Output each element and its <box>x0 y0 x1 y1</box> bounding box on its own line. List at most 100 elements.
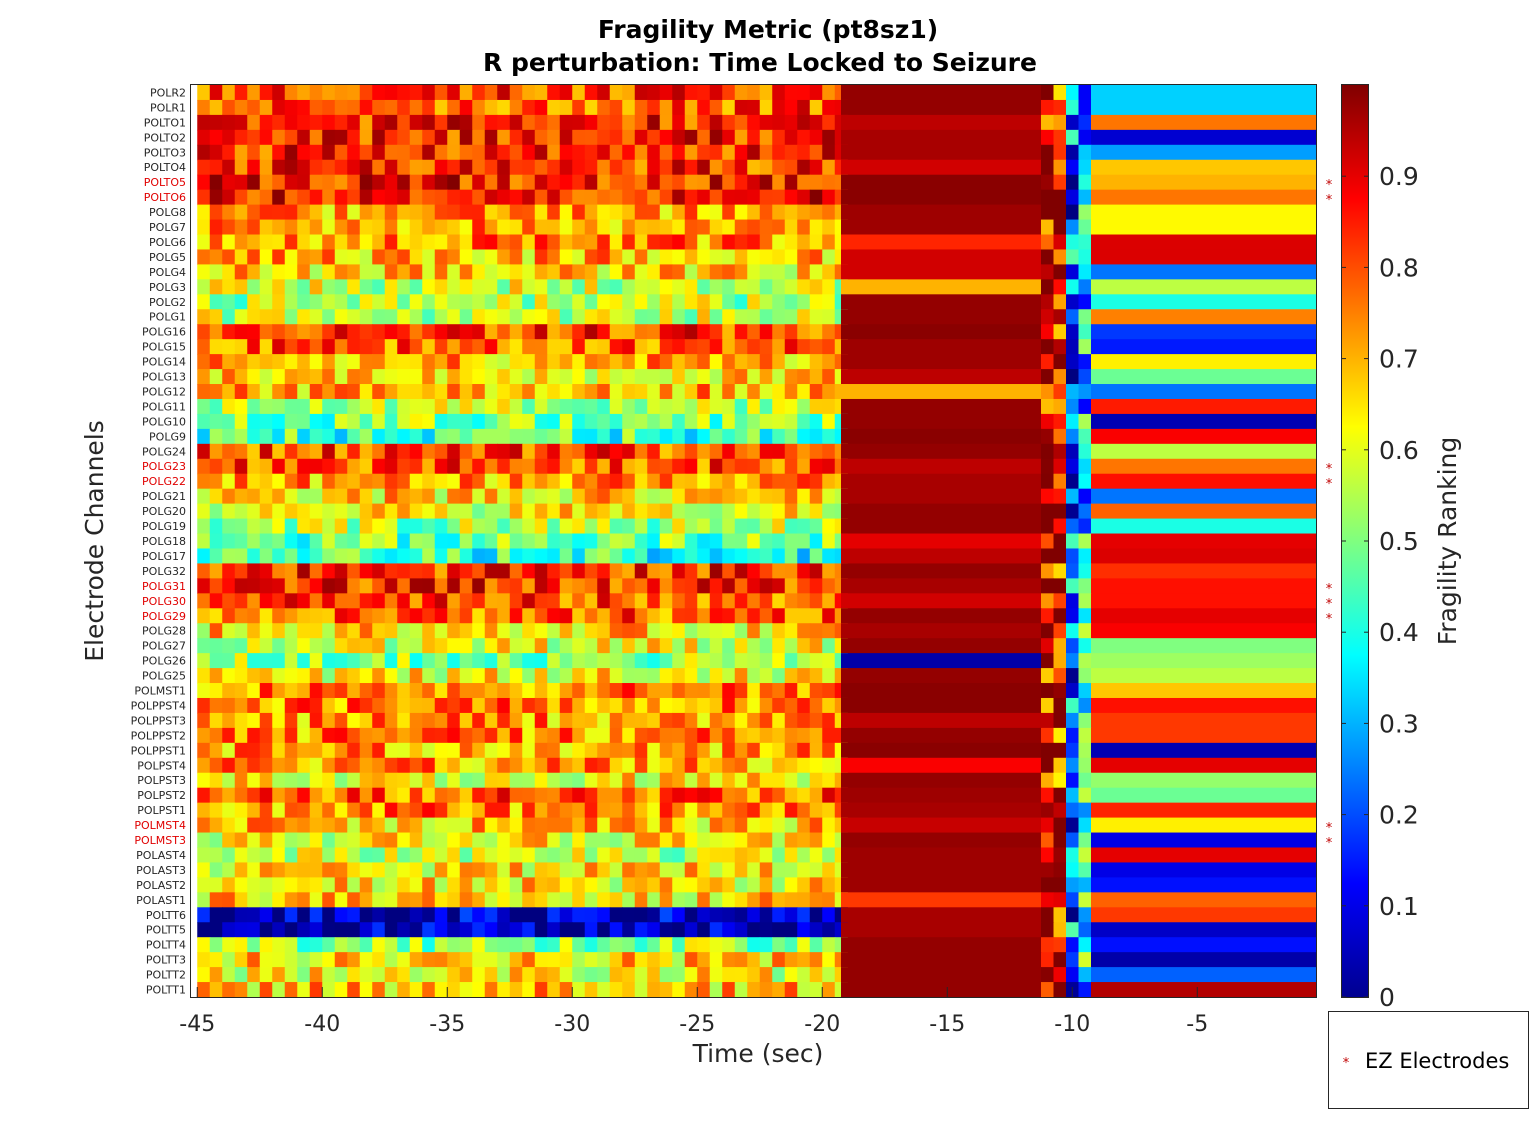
heatmap-cell <box>1066 757 1080 774</box>
heatmap-cell <box>809 204 823 221</box>
heatmap-cell <box>547 518 561 535</box>
heatmap-cell <box>222 683 236 699</box>
heatmap-cell <box>272 638 286 654</box>
heatmap-cell <box>459 189 473 206</box>
heatmap-cell <box>784 413 798 430</box>
heatmap-cell <box>234 384 248 400</box>
heatmap-cell <box>841 772 1042 789</box>
heatmap-cell <box>772 174 786 191</box>
heatmap-cell <box>347 892 361 908</box>
heatmap-cell <box>397 369 411 385</box>
heatmap-cell <box>384 189 398 206</box>
heatmap-cell <box>247 309 261 325</box>
heatmap-cell <box>359 982 373 998</box>
heatmap-cell <box>409 742 423 759</box>
heatmap-cell <box>809 339 823 355</box>
heatmap-cell <box>797 697 811 714</box>
heatmap-cell <box>497 653 511 669</box>
heatmap-cell <box>609 922 623 938</box>
heatmap-cell <box>747 967 761 983</box>
heatmap-cell <box>197 533 211 550</box>
heatmap-cell <box>272 982 286 998</box>
heatmap-cell <box>447 533 461 550</box>
heatmap-cell <box>1066 428 1080 445</box>
heatmap-cell <box>209 458 223 475</box>
y-tick-label: POLG19 <box>142 520 186 533</box>
heatmap-cell <box>222 369 236 385</box>
heatmap-cell <box>841 114 1042 131</box>
ez-marker: * <box>1326 178 1333 193</box>
heatmap-cell <box>684 503 698 520</box>
heatmap-cell <box>472 757 486 774</box>
heatmap-cell <box>534 279 548 295</box>
heatmap-cell <box>447 772 461 789</box>
heatmap-cell <box>559 772 573 789</box>
heatmap-cell <box>447 892 461 908</box>
heatmap-cell <box>459 354 473 370</box>
heatmap-cell <box>684 279 698 295</box>
heatmap-cell <box>222 294 236 310</box>
heatmap-cell <box>459 114 473 131</box>
heatmap-cell <box>659 339 673 355</box>
heatmap-cell <box>609 174 623 191</box>
heatmap-cell <box>697 982 711 998</box>
heatmap-cell <box>272 503 286 520</box>
heatmap-cell <box>434 458 448 475</box>
heatmap-cell <box>622 787 636 804</box>
heatmap-cell <box>359 877 373 893</box>
heatmap-cell <box>422 638 436 654</box>
heatmap-cell <box>459 757 473 774</box>
heatmap-cell <box>584 533 598 550</box>
y-tick-label: POLG3 <box>149 281 186 294</box>
heatmap-cell <box>272 443 286 460</box>
heatmap-cell <box>247 159 261 176</box>
heatmap-cell <box>422 653 436 669</box>
heatmap-cell <box>447 204 461 221</box>
heatmap-cell <box>434 129 448 146</box>
y-tick-label: POLAST3 <box>136 864 186 877</box>
heatmap-cell <box>584 339 598 355</box>
heatmap-cell <box>559 668 573 684</box>
heatmap-cell <box>1041 279 1055 295</box>
heatmap-cell <box>309 653 323 669</box>
heatmap-cell <box>247 638 261 654</box>
heatmap-cell <box>747 518 761 535</box>
heatmap-cell <box>522 413 536 430</box>
heatmap-cell <box>209 593 223 609</box>
heatmap-cell <box>497 683 511 699</box>
heatmap-cell <box>841 204 1042 221</box>
heatmap-cell <box>722 653 736 669</box>
heatmap-cell <box>197 85 211 101</box>
heatmap-cell <box>1091 144 1317 161</box>
heatmap-cell <box>372 279 386 295</box>
heatmap-cell <box>447 234 461 251</box>
heatmap-cell <box>659 204 673 221</box>
heatmap-cell <box>209 294 223 310</box>
heatmap-cell <box>1091 982 1317 998</box>
heatmap-cell <box>1078 204 1092 221</box>
heatmap-cell <box>522 234 536 251</box>
heatmap-cell <box>1053 264 1067 280</box>
heatmap-cell <box>497 742 511 759</box>
heatmap-cell <box>497 892 511 908</box>
heatmap-cell <box>722 85 736 101</box>
heatmap-cell <box>734 473 748 490</box>
heatmap-cell <box>422 668 436 684</box>
heatmap-cell <box>1091 129 1317 146</box>
heatmap-cell <box>734 189 748 206</box>
heatmap-cell <box>647 548 661 565</box>
heatmap-cell <box>222 593 236 609</box>
heatmap-cell <box>472 548 486 565</box>
heatmap-cell <box>1053 533 1067 550</box>
heatmap-cell <box>509 817 523 834</box>
y-tick-label: POLTO5 <box>144 176 186 189</box>
heatmap-cell <box>759 982 773 998</box>
heatmap-cell <box>359 354 373 370</box>
heatmap-cell <box>597 802 611 819</box>
heatmap-cell <box>659 608 673 624</box>
heatmap-cell <box>697 907 711 923</box>
heatmap-cell <box>247 249 261 266</box>
heatmap-cell <box>1053 488 1067 505</box>
heatmap-cell <box>784 189 798 206</box>
heatmap-cell <box>822 787 836 804</box>
